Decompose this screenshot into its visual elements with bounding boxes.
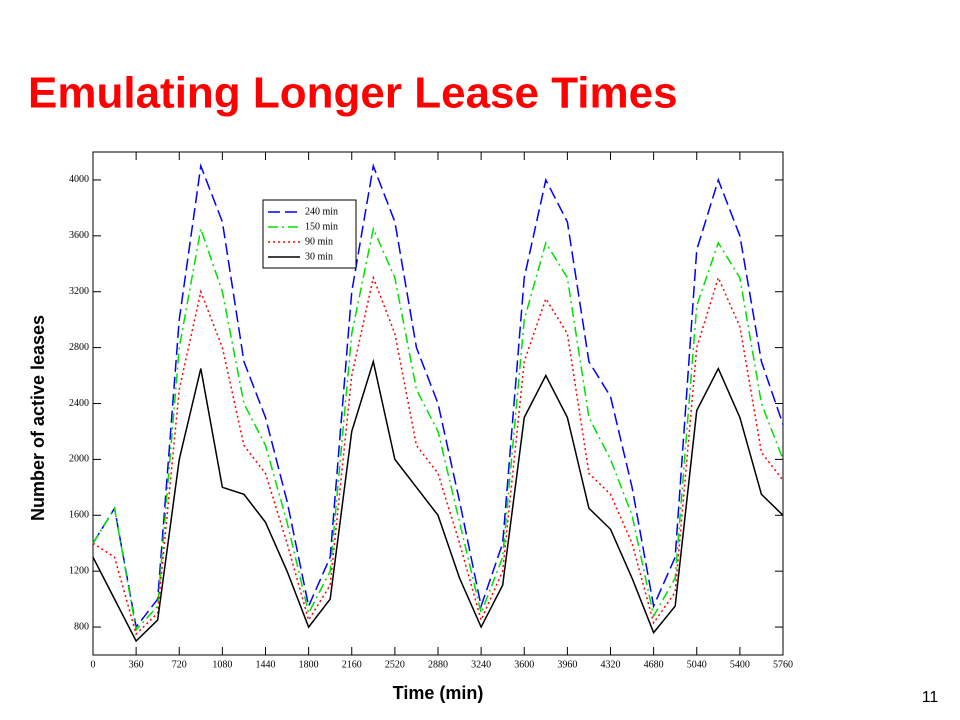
y-tick-label: 2400 bbox=[69, 398, 89, 409]
x-tick-label: 4680 bbox=[644, 659, 664, 670]
x-tick-label: 0 bbox=[91, 659, 96, 670]
x-tick-label: 5400 bbox=[730, 659, 750, 670]
x-tick-label: 1080 bbox=[212, 659, 232, 670]
x-tick-label: 5040 bbox=[687, 659, 707, 670]
x-tick-label: 3600 bbox=[514, 659, 534, 670]
x-tick-label: 2520 bbox=[385, 659, 405, 670]
x-tick-label: 4320 bbox=[601, 659, 621, 670]
series-line bbox=[92, 225, 784, 632]
y-tick-label: 2800 bbox=[69, 342, 89, 353]
series-line bbox=[92, 275, 784, 636]
x-tick-label: 3240 bbox=[471, 659, 491, 670]
y-axis-label: Number of active leases bbox=[28, 315, 48, 521]
x-tick-label: 360 bbox=[129, 659, 144, 670]
x-tick-label: 2160 bbox=[342, 659, 362, 670]
legend-label: 150 min bbox=[305, 221, 338, 232]
x-tick-label: 5760 bbox=[773, 659, 793, 670]
page-number: 11 bbox=[922, 689, 939, 706]
y-tick-label: 1600 bbox=[69, 510, 89, 521]
legend-label: 90 min bbox=[305, 236, 333, 247]
x-tick-label: 2880 bbox=[428, 659, 448, 670]
slide-title: Emulating Longer Lease Times bbox=[28, 69, 678, 118]
x-tick-label: 3960 bbox=[557, 659, 577, 670]
legend-label: 30 min bbox=[305, 251, 333, 262]
series-line bbox=[92, 163, 784, 629]
y-tick-label: 3200 bbox=[69, 286, 89, 297]
x-tick-label: 720 bbox=[172, 659, 187, 670]
y-tick-label: 3600 bbox=[69, 230, 89, 241]
plot-frame bbox=[92, 151, 784, 656]
y-tick-label: 2000 bbox=[69, 454, 89, 465]
y-tick-label: 1200 bbox=[69, 565, 89, 576]
y-tick-label: 800 bbox=[74, 621, 89, 632]
x-axis-label: Time (min) bbox=[393, 683, 484, 703]
series-line bbox=[92, 358, 784, 643]
y-tick-label: 4000 bbox=[69, 174, 89, 185]
x-tick-label: 1800 bbox=[299, 659, 319, 670]
legend-label: 240 min bbox=[305, 206, 338, 217]
x-tick-label: 1440 bbox=[256, 659, 276, 670]
